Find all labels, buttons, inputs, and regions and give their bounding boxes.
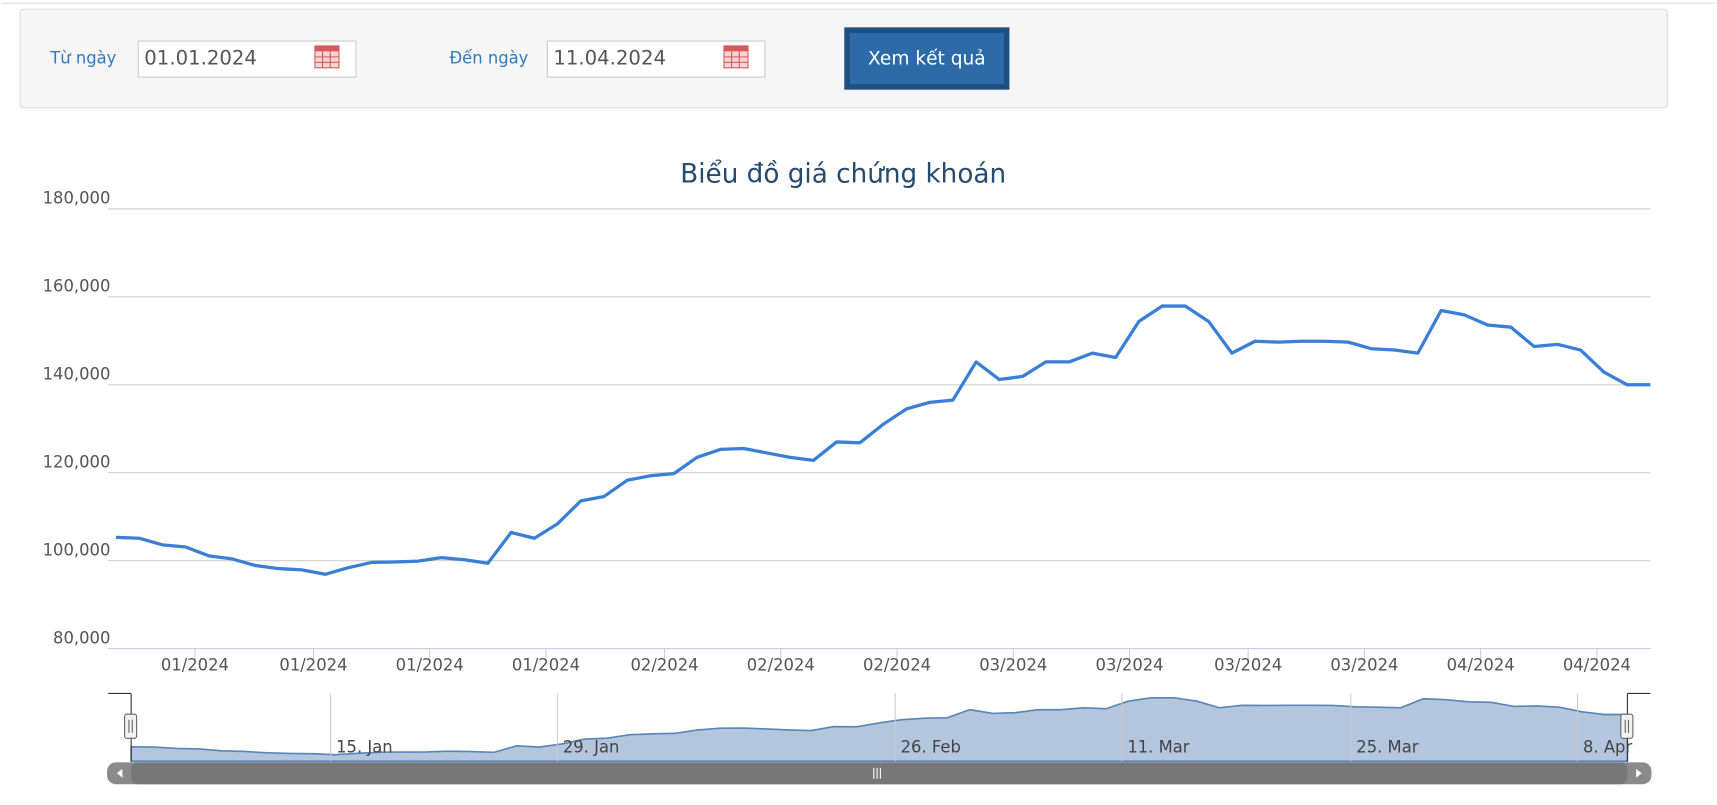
to-label: Đến ngày: [449, 49, 528, 68]
nav-tick-label: 29. Jan: [563, 738, 620, 757]
nav-tick-label: 8. Apr: [1583, 738, 1632, 757]
nav-tick-label: 25. Mar: [1356, 738, 1418, 757]
chart-title: Biểu đồ giá chứng khoán: [680, 159, 1006, 190]
from-value[interactable]: 01.01.2024: [144, 47, 257, 70]
x-tick-label: 01/2024: [279, 656, 347, 675]
x-tick-label: 04/2024: [1563, 656, 1631, 675]
from-label: Từ ngày: [49, 49, 116, 68]
nav-handle[interactable]: [1620, 713, 1634, 739]
x-tick-label: 02/2024: [747, 656, 815, 675]
y-tick-label: 140,000: [43, 364, 111, 383]
submit-button-inner[interactable]: [849, 32, 1004, 85]
x-tick-label: 04/2024: [1447, 656, 1515, 675]
y-tick-label: 100,000: [43, 540, 111, 559]
nav-handle[interactable]: [124, 713, 138, 739]
nav-tick-label: 15. Jan: [336, 738, 393, 757]
y-tick-label: 160,000: [43, 277, 111, 296]
navigator: 15. Jan 29. Jan 26. Feb 11. Mar 25. Mar 8. Ap…: [108, 692, 1651, 763]
x-tick-label: 03/2024: [1214, 656, 1282, 675]
nav-tick-label: 11. Mar: [1127, 738, 1189, 757]
x-tick-label: 03/2024: [1096, 656, 1164, 675]
x-tick-label: 03/2024: [1330, 656, 1398, 675]
submit-label[interactable]: Xem kết quả: [868, 48, 986, 70]
x-tick-label: 01/2024: [396, 656, 464, 675]
to-value[interactable]: 11.04.2024: [553, 47, 666, 70]
x-tick-label: 02/2024: [631, 656, 699, 675]
calendar-icon[interactable]: [314, 45, 340, 69]
x-tick-label: 01/2024: [512, 656, 580, 675]
y-tick-label: 180,000: [43, 189, 111, 208]
nav-area: [130, 696, 1629, 763]
x-tick-label: 02/2024: [863, 656, 931, 675]
calendar-icon[interactable]: [723, 45, 749, 69]
price-line: [115, 304, 1651, 576]
x-tick-label: 03/2024: [979, 656, 1047, 675]
y-tick-label: 80,000: [53, 628, 110, 647]
filter-panel: [19, 8, 1668, 109]
y-tick-label: 120,000: [43, 452, 111, 471]
plot: 80,000 100,000 120,000 140,000 160,000 180,00…: [43, 189, 1651, 675]
x-tick-label: 01/2024: [161, 656, 229, 675]
scrollbar[interactable]: [107, 762, 1652, 785]
nav-tick-label: 26. Feb: [901, 738, 961, 757]
